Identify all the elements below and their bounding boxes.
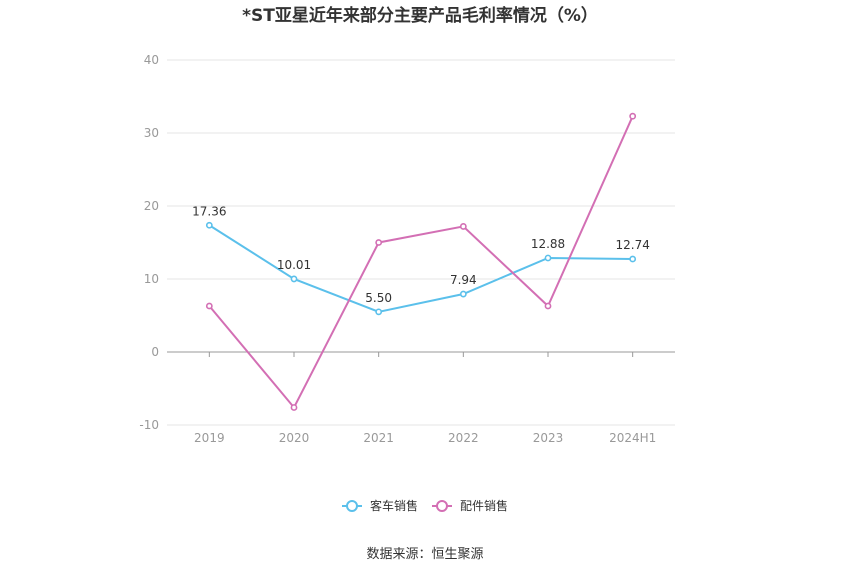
data-point[interactable] xyxy=(544,254,552,262)
series-2 xyxy=(205,112,637,411)
data-label: 12.88 xyxy=(531,237,565,251)
series-line xyxy=(208,115,634,410)
legend-item-2[interactable]: 配件销售 xyxy=(432,498,508,513)
x-tick-label: 2019 xyxy=(194,431,225,445)
y-tick-label: 0 xyxy=(151,345,159,359)
data-source: 数据来源：恒生聚源 xyxy=(366,547,483,562)
y-axis: -10 0 10 20 30 40 xyxy=(139,53,159,432)
legend-item-1[interactable]: 客车销售 xyxy=(342,498,418,513)
legend-swatch-marker xyxy=(346,500,358,512)
x-axis: 2019 2020 2021 2022 2023 2024H1 xyxy=(194,352,656,445)
y-tick-label: 20 xyxy=(144,199,159,213)
data-label: 7.94 xyxy=(450,273,477,287)
legend-label: 客车销售 xyxy=(370,498,418,513)
data-point[interactable] xyxy=(544,302,552,310)
series-line xyxy=(208,224,633,313)
y-tick-label: 10 xyxy=(144,272,159,286)
data-point[interactable] xyxy=(459,223,467,230)
grid xyxy=(167,59,675,426)
x-tick-label: 2020 xyxy=(279,431,310,445)
legend-swatch-marker xyxy=(436,500,448,512)
legend: 客车销售 配件销售 xyxy=(342,498,508,513)
data-point[interactable] xyxy=(459,290,467,298)
y-tick-label: 30 xyxy=(144,126,159,140)
data-label: 12.74 xyxy=(615,238,649,252)
data-point[interactable] xyxy=(629,112,637,120)
x-tick-label: 2021 xyxy=(363,431,394,445)
data-point[interactable] xyxy=(629,255,637,263)
data-label: 17.36 xyxy=(192,204,226,218)
data-point[interactable] xyxy=(290,275,298,283)
data-point[interactable] xyxy=(375,308,383,316)
series-1: 17.36 10.01 5.50 7.94 12.88 12.74 xyxy=(192,204,650,316)
y-tick-label: -10 xyxy=(139,418,159,432)
legend-label: 配件销售 xyxy=(460,498,508,513)
series-layer: 17.36 10.01 5.50 7.94 12.88 12.74 xyxy=(192,112,650,411)
y-tick-label: 40 xyxy=(144,53,159,67)
data-label: 10.01 xyxy=(277,258,311,272)
x-tick-label: 2022 xyxy=(448,431,479,445)
x-tick-label: 2024H1 xyxy=(609,431,656,445)
data-point[interactable] xyxy=(290,404,298,411)
x-tick-label: 2023 xyxy=(533,431,564,445)
data-point[interactable] xyxy=(205,221,213,229)
data-point[interactable] xyxy=(375,239,383,246)
chart-title: *ST亚星近年来部分主要产品毛利率情况（%） xyxy=(242,5,598,26)
data-label: 5.50 xyxy=(365,291,392,305)
data-point[interactable] xyxy=(205,302,213,310)
